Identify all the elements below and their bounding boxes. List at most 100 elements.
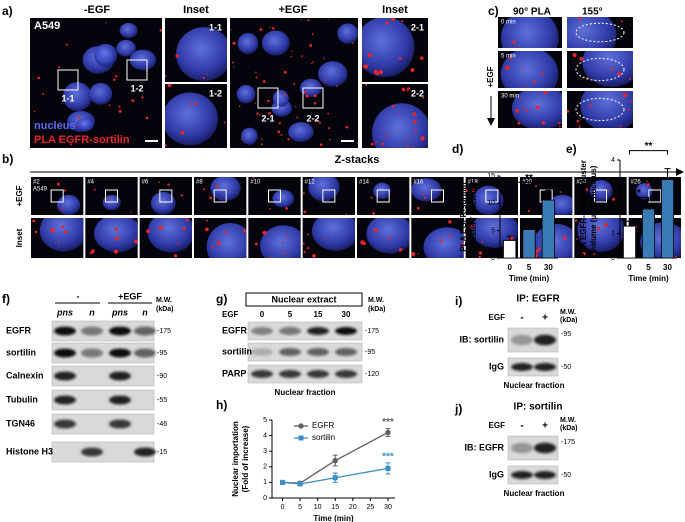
pla-dot (577, 17, 582, 20)
pla-dot (134, 239, 138, 244)
pla-dot (309, 43, 313, 47)
header: Inset (183, 4, 209, 16)
nucleus (94, 218, 138, 253)
box (268, 189, 281, 203)
micrograph-content (532, 223, 573, 258)
pla-dot (478, 255, 481, 258)
box (126, 59, 148, 81)
pla-dot (283, 93, 286, 96)
band (81, 447, 103, 457)
pla-dot (211, 245, 214, 248)
pla-dot (470, 224, 475, 230)
mw: -175 (365, 328, 379, 335)
pla-dot (223, 121, 226, 124)
band (511, 442, 533, 454)
pla-dot (58, 66, 61, 69)
treatment: EGF (489, 313, 506, 322)
lane: - (520, 313, 523, 324)
pla-dot (327, 127, 331, 130)
blot (247, 321, 363, 341)
pla-dot (182, 227, 186, 231)
nucleus (147, 218, 193, 253)
pla-dot (383, 177, 385, 178)
mw-header: M.W. (560, 309, 576, 316)
micrograph-content (33, 22, 162, 146)
nucleus (89, 82, 113, 105)
pla-dot (259, 114, 261, 116)
pla-dot (114, 236, 119, 241)
bar (623, 225, 636, 259)
pla-dot (535, 105, 540, 110)
pla-dot (465, 189, 468, 193)
bar (661, 179, 674, 259)
band (511, 363, 533, 371)
pla-dot (307, 19, 310, 22)
box (257, 87, 279, 109)
pla-dot (327, 112, 330, 115)
band (307, 370, 329, 378)
slice-label: #12 (305, 180, 316, 186)
pla-dot (398, 111, 400, 113)
pla-dot (206, 73, 208, 75)
pla-dot (118, 109, 122, 113)
pla-dot (627, 108, 630, 111)
bar (541, 199, 555, 259)
legend-text: PLA EGFR-sortilin (34, 134, 130, 146)
micrograph-content (254, 225, 301, 258)
pla-dot (159, 29, 162, 32)
pla-dot (281, 241, 284, 244)
label: f) (2, 292, 10, 306)
pla-dot (363, 64, 368, 69)
pla-dot (596, 226, 601, 231)
row-label: TGN46 (6, 418, 35, 428)
pla-dot (362, 241, 366, 246)
band (335, 348, 357, 356)
pla-dot (180, 130, 185, 135)
pla-dot (559, 191, 562, 193)
pla-dot (253, 40, 256, 42)
pla-dot (175, 54, 179, 58)
y-axis-label: Nuclear importation (231, 421, 240, 497)
pla-dot (307, 246, 310, 250)
legend-text: sortilin (312, 433, 335, 442)
x-axis-label: Time (min) (313, 514, 354, 522)
band (134, 447, 156, 457)
lane: 15 (314, 310, 323, 319)
micrograph-content (572, 51, 633, 87)
error-bar (626, 220, 633, 227)
significance: *** (382, 452, 394, 463)
marker (332, 457, 338, 464)
pla-dot (628, 77, 631, 80)
pla-dot (269, 208, 271, 210)
micrograph-content (501, 17, 559, 48)
header: +EGF (278, 4, 307, 16)
y-tick-label: 15 (487, 173, 495, 180)
pla-dot (576, 119, 580, 123)
pla-dot (525, 109, 529, 112)
x-tick-label: 30 (663, 263, 672, 272)
marker (385, 465, 391, 471)
significance: ** (645, 141, 653, 152)
mw: -95 (157, 350, 167, 357)
pla-dot (375, 71, 380, 76)
pla-dot (410, 68, 415, 72)
pla-dot (535, 185, 537, 188)
lane: + (542, 421, 548, 432)
mw-header: (kDa) (560, 425, 578, 432)
pla-dot (243, 229, 247, 233)
pla-dot (630, 100, 632, 103)
inset-label: 1-2 (209, 88, 222, 98)
row-label: IB: EGFR (465, 442, 505, 452)
nucleus (500, 51, 559, 88)
band (134, 326, 156, 336)
x-tick-label: 25 (367, 504, 375, 511)
y-axis-label: volume (µm³ / nucleus) (589, 165, 598, 252)
label: c) (488, 4, 499, 18)
pla-dot (209, 196, 213, 200)
nucleus (567, 17, 617, 48)
error-bar (526, 225, 532, 230)
header: -EGF (84, 4, 111, 16)
pla-dot (313, 102, 317, 105)
slice-label: #14 (359, 180, 370, 186)
pla-dot (579, 56, 584, 61)
